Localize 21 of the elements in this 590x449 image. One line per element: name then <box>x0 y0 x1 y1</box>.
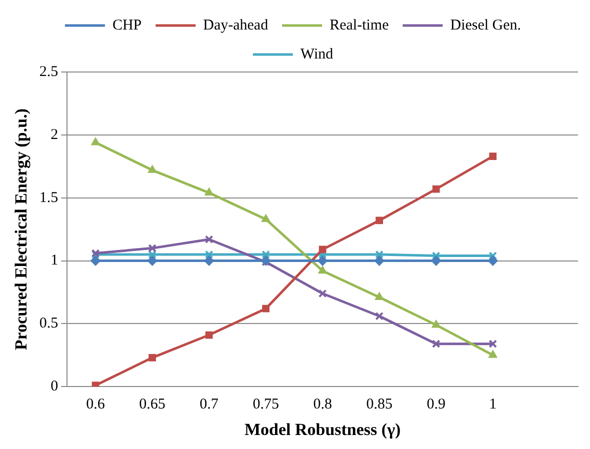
legend-label: CHP <box>112 17 142 34</box>
y-tick-label: 1 <box>50 252 58 269</box>
x-tick-label: 0.75 <box>252 396 279 413</box>
legend-label: Real-time <box>330 17 390 34</box>
legend-label: Diesel Gen. <box>450 17 522 34</box>
y-tick-label: 0.5 <box>39 316 58 332</box>
x-tick-label: 0.8 <box>313 396 332 413</box>
x-tick-label: 0.6 <box>86 396 106 413</box>
legend-label: Wind <box>300 46 334 62</box>
x-tick-label: 0.65 <box>139 396 166 413</box>
y-tick-label: 2 <box>50 126 58 143</box>
x-axis-title: Model Robustness (γ) <box>244 420 401 440</box>
y-axis-title: Procured Electrical Energy (p.u.) <box>12 108 31 350</box>
legend-label: Day-ahead <box>203 17 269 34</box>
y-tick-label: 2.5 <box>39 64 58 80</box>
y-tick-label: 0 <box>50 378 58 395</box>
x-tick-label: 0.85 <box>366 396 392 413</box>
x-tick-label: 0.7 <box>200 396 219 413</box>
x-tick-label: 1 <box>489 396 497 413</box>
y-tick-label: 1.5 <box>39 190 58 206</box>
x-tick-label: 0.9 <box>426 396 446 413</box>
